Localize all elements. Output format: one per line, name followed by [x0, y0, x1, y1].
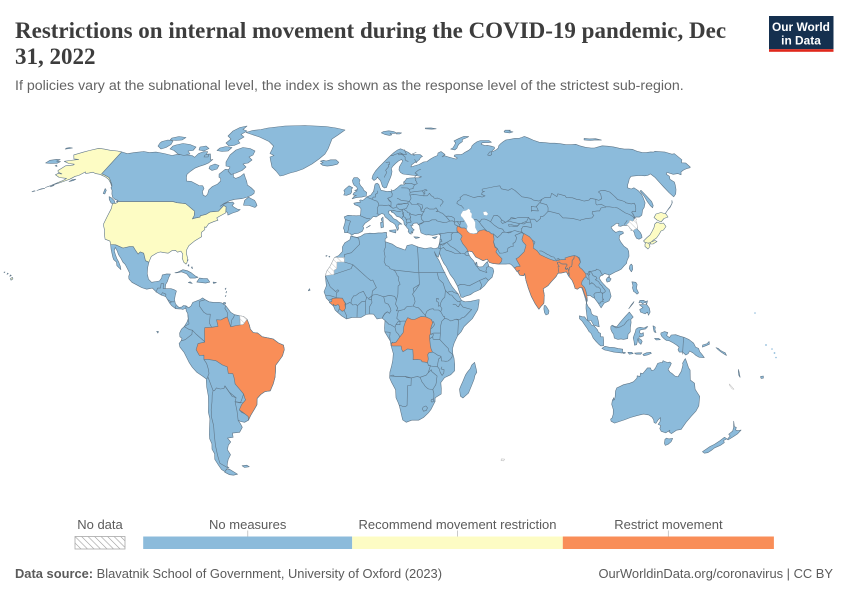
- svg-text:Recommend movement restriction: Recommend movement restriction: [359, 517, 557, 532]
- svg-text:No data: No data: [77, 517, 123, 532]
- svg-text:Restrict movement: Restrict movement: [614, 517, 723, 532]
- svg-text:Data source: Blavatnik School: Data source: Blavatnik School of Governm…: [15, 566, 442, 581]
- svg-text:Restrictions on internal movem: Restrictions on internal movement during…: [15, 18, 726, 43]
- svg-text:Our World: Our World: [772, 20, 830, 34]
- svg-text:in Data: in Data: [781, 34, 821, 48]
- svg-text:31, 2022: 31, 2022: [15, 44, 96, 69]
- svg-text:No measures: No measures: [209, 517, 287, 532]
- svg-text:If policies vary at the subnat: If policies vary at the subnational leve…: [15, 78, 684, 94]
- svg-text:OurWorldinData.org/coronavirus: OurWorldinData.org/coronavirus | CC BY: [598, 566, 833, 581]
